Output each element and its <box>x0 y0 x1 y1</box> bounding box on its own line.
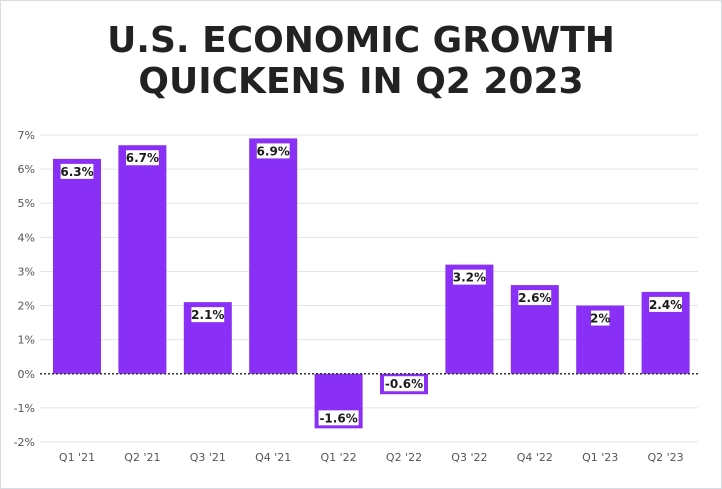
data-label-bg <box>126 150 159 166</box>
x-tick-label: Q4 '21 <box>255 451 291 464</box>
data-label-bg <box>384 376 424 392</box>
data-label: 2.1% <box>191 308 224 322</box>
bar <box>118 145 167 374</box>
x-tick-label: Q1 '23 <box>582 451 618 464</box>
y-tick-label: 1% <box>18 334 35 347</box>
data-label: 6.7% <box>126 151 159 165</box>
x-tick-label: Q1 '21 <box>59 451 95 464</box>
chart-title-line-2: QUICKENS IN Q2 2023 <box>138 61 584 102</box>
bar <box>53 158 101 374</box>
x-tick-label: Q2 '22 <box>386 451 422 464</box>
x-tick-label: Q4 '22 <box>517 451 553 464</box>
data-label-bg <box>649 296 682 312</box>
data-label: 2% <box>590 312 610 326</box>
y-tick-label: 5% <box>18 197 35 210</box>
data-label: 6.3% <box>60 165 93 179</box>
data-label-bg <box>453 269 486 285</box>
chart-title: U.S. ECONOMIC GROWTH QUICKENS IN Q2 2023 <box>0 20 722 102</box>
y-tick-label: -2% <box>14 436 35 449</box>
bar <box>249 138 298 374</box>
data-label: 2.6% <box>518 291 551 305</box>
data-label: -0.6% <box>385 377 423 391</box>
y-tick-label: 2% <box>18 300 35 313</box>
data-label: 6.9% <box>257 144 290 158</box>
data-label-bg <box>191 307 225 323</box>
y-tick-label: 7% <box>18 129 35 142</box>
x-tick-label: Q2 '21 <box>124 451 160 464</box>
x-tick-label: Q3 '22 <box>451 451 487 464</box>
data-label: 2.4% <box>649 298 682 312</box>
y-tick-label: 3% <box>18 265 35 278</box>
data-label-bg <box>318 410 359 426</box>
y-tick-label: 0% <box>18 368 35 381</box>
data-label: -1.6% <box>319 411 357 425</box>
data-label: 3.2% <box>453 271 486 285</box>
data-label-bg <box>60 163 94 179</box>
y-tick-label: 4% <box>18 231 35 244</box>
chart-title-line-1: U.S. ECONOMIC GROWTH <box>107 20 615 61</box>
data-label-bg <box>591 310 610 326</box>
y-tick-label: 6% <box>18 163 35 176</box>
data-label-bg <box>256 143 290 159</box>
x-tick-label: Q3 '21 <box>190 451 226 464</box>
x-tick-label: Q1 '22 <box>321 451 357 464</box>
x-tick-label: Q2 '23 <box>648 451 684 464</box>
data-label-bg <box>518 290 552 306</box>
y-tick-label: -1% <box>14 402 35 415</box>
